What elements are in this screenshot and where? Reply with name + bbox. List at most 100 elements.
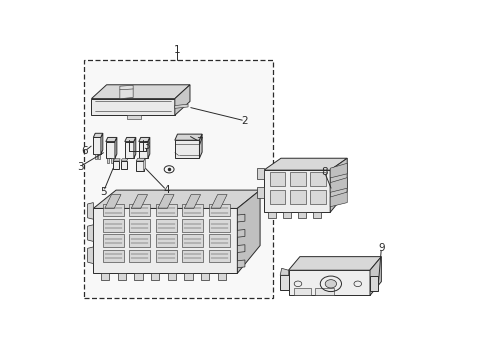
Polygon shape — [182, 219, 203, 232]
Polygon shape — [93, 138, 101, 154]
Polygon shape — [329, 163, 346, 178]
Polygon shape — [257, 168, 264, 179]
Polygon shape — [105, 138, 117, 141]
Polygon shape — [139, 141, 147, 158]
Polygon shape — [102, 204, 123, 216]
Polygon shape — [208, 250, 229, 262]
Polygon shape — [267, 212, 275, 219]
Polygon shape — [102, 234, 123, 247]
Polygon shape — [113, 161, 119, 169]
Text: 3: 3 — [143, 141, 149, 151]
Polygon shape — [134, 138, 136, 158]
Text: 7: 7 — [196, 136, 203, 147]
Polygon shape — [269, 172, 285, 186]
Polygon shape — [210, 194, 226, 208]
Polygon shape — [158, 194, 174, 208]
Polygon shape — [289, 172, 305, 186]
Polygon shape — [113, 159, 120, 161]
Polygon shape — [87, 247, 93, 264]
Polygon shape — [237, 229, 244, 237]
Polygon shape — [208, 234, 229, 247]
Polygon shape — [208, 204, 229, 216]
Polygon shape — [156, 204, 176, 216]
Polygon shape — [310, 172, 326, 186]
Polygon shape — [129, 250, 150, 262]
Polygon shape — [124, 141, 134, 158]
Polygon shape — [102, 250, 123, 262]
Polygon shape — [199, 134, 202, 158]
Polygon shape — [117, 273, 126, 280]
Polygon shape — [369, 276, 378, 291]
Polygon shape — [121, 159, 127, 161]
Polygon shape — [167, 273, 176, 280]
Polygon shape — [104, 194, 121, 208]
Polygon shape — [208, 219, 229, 232]
Polygon shape — [237, 260, 244, 268]
Polygon shape — [182, 250, 203, 262]
Polygon shape — [280, 275, 288, 290]
Polygon shape — [93, 208, 237, 273]
Polygon shape — [237, 245, 244, 252]
Text: 2: 2 — [241, 116, 248, 126]
Polygon shape — [184, 273, 192, 280]
Polygon shape — [312, 212, 321, 219]
Polygon shape — [288, 270, 369, 296]
Polygon shape — [184, 194, 200, 208]
Polygon shape — [147, 138, 149, 158]
Polygon shape — [156, 234, 176, 247]
Polygon shape — [269, 190, 285, 204]
Polygon shape — [156, 250, 176, 262]
Polygon shape — [314, 288, 333, 296]
Polygon shape — [129, 219, 150, 232]
Text: 1: 1 — [173, 45, 180, 55]
Polygon shape — [297, 212, 305, 219]
Polygon shape — [280, 268, 288, 275]
Polygon shape — [93, 133, 102, 138]
Polygon shape — [124, 138, 136, 141]
Polygon shape — [136, 158, 145, 161]
Polygon shape — [87, 203, 93, 219]
Polygon shape — [151, 273, 159, 280]
Polygon shape — [329, 177, 346, 192]
Polygon shape — [101, 133, 102, 154]
Polygon shape — [111, 158, 112, 163]
Polygon shape — [201, 273, 209, 280]
Polygon shape — [175, 140, 199, 158]
Polygon shape — [91, 85, 189, 99]
Text: 5: 5 — [100, 186, 107, 197]
Polygon shape — [105, 141, 115, 158]
Polygon shape — [310, 190, 326, 204]
Polygon shape — [131, 194, 147, 208]
Polygon shape — [329, 192, 346, 207]
Polygon shape — [237, 214, 244, 222]
Polygon shape — [107, 158, 109, 163]
Polygon shape — [136, 161, 143, 171]
Text: 6: 6 — [81, 146, 88, 156]
Polygon shape — [369, 257, 381, 296]
Polygon shape — [129, 234, 150, 247]
FancyBboxPatch shape — [84, 60, 273, 298]
Polygon shape — [91, 99, 175, 115]
Polygon shape — [156, 219, 176, 232]
Text: 8: 8 — [321, 167, 327, 177]
Polygon shape — [115, 138, 117, 158]
Polygon shape — [175, 134, 202, 140]
Polygon shape — [182, 204, 203, 216]
Polygon shape — [139, 138, 149, 141]
Polygon shape — [175, 85, 189, 115]
Text: 3: 3 — [77, 162, 83, 172]
Polygon shape — [264, 170, 329, 212]
Polygon shape — [288, 257, 381, 270]
Polygon shape — [127, 115, 141, 120]
Text: 9: 9 — [377, 243, 384, 253]
Polygon shape — [98, 153, 100, 159]
Polygon shape — [134, 273, 142, 280]
Polygon shape — [120, 85, 133, 99]
Polygon shape — [129, 204, 150, 216]
Polygon shape — [175, 104, 188, 108]
Polygon shape — [237, 190, 260, 273]
Polygon shape — [282, 212, 290, 219]
Circle shape — [325, 280, 336, 288]
Text: 4: 4 — [163, 185, 169, 195]
Polygon shape — [294, 288, 310, 296]
